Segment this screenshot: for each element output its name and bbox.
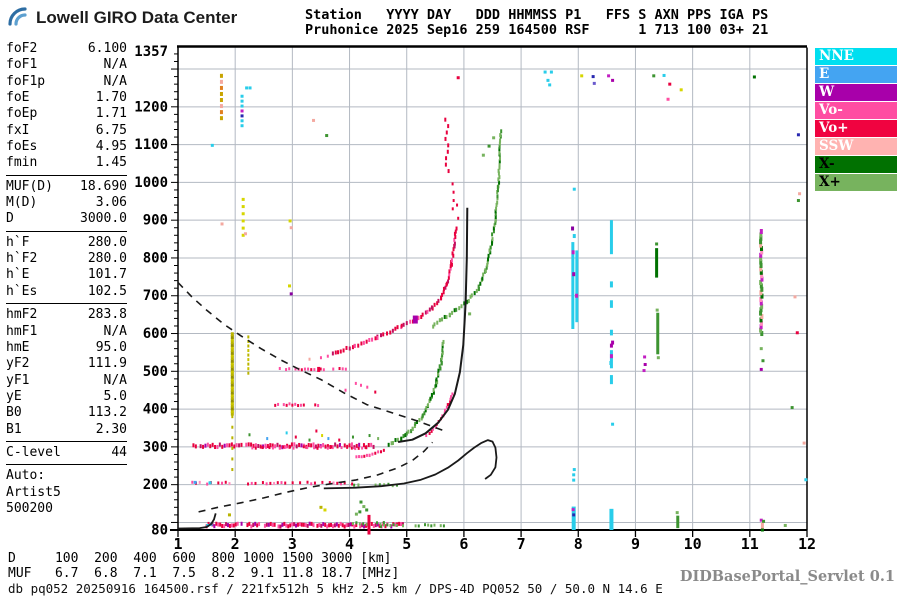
panel-divider <box>6 230 127 232</box>
legend-item-vominus: Vo- <box>815 102 897 119</box>
svg-text:5: 5 <box>402 535 411 553</box>
svg-text:1: 1 <box>173 535 182 553</box>
svg-text:200: 200 <box>143 477 168 493</box>
svg-text:11: 11 <box>741 535 759 553</box>
param-row-yf1: yF1 N/A <box>6 372 127 388</box>
param-row-fxi: fxI 6.75 <box>6 122 127 138</box>
model-F-trace-bottom <box>323 439 498 490</box>
param-row-clevel: C-level 44 <box>6 444 127 460</box>
model-F-asymptote-foF2 <box>397 207 469 443</box>
svg-text:300: 300 <box>143 439 168 455</box>
param-row-hme: hmE 95.0 <box>6 339 127 355</box>
param-row-b1: B1 2.30 <box>6 421 127 437</box>
svg-text:400: 400 <box>143 402 168 418</box>
svg-text:1000: 1000 <box>134 175 168 191</box>
param-row-hf2: h`F2 280.0 <box>6 251 127 267</box>
panel-divider <box>6 464 127 466</box>
param-row-b0: B0 113.2 <box>6 405 127 421</box>
legend-item-xplus: X+ <box>815 174 897 191</box>
param-row-hf: h`F 280.0 <box>6 234 127 250</box>
param-row-foes: foEs 4.95 <box>6 139 127 155</box>
svg-text:600: 600 <box>143 326 168 342</box>
param-row-d: D 3000.0 <box>6 211 127 227</box>
legend-item-ssw: SSW <box>815 138 897 155</box>
giro-wave-icon <box>6 4 34 32</box>
param-row-fof2: foF2 6.100 <box>6 41 127 56</box>
panel-divider <box>6 440 127 442</box>
legend-item-w: W <box>815 84 897 101</box>
param-row-foep: foEp 1.71 <box>6 106 127 122</box>
svg-text:6: 6 <box>459 535 468 553</box>
giro-logo[interactable]: Lowell GIRO Data Center <box>6 4 237 32</box>
svg-text:700: 700 <box>143 288 168 304</box>
svg-text:1100: 1100 <box>134 137 168 153</box>
param-row-hes: h`Es 102.5 <box>6 283 127 299</box>
muf-table: D 100 200 400 600 800 1000 1500 3000 [km… <box>8 551 400 581</box>
svg-text:9: 9 <box>631 535 640 553</box>
model-E-trace <box>177 513 217 530</box>
svg-text:1357: 1357 <box>134 44 168 60</box>
panel-divider <box>6 174 127 176</box>
param-row-mufd: MUF(D) 18.690 <box>6 178 127 194</box>
autoscaling-info: 500200 <box>6 501 53 517</box>
svg-text:80: 80 <box>151 523 168 539</box>
transmission-curve-lower <box>198 441 434 513</box>
svg-text:7: 7 <box>517 535 526 553</box>
station-header: Station YYYY DAY DDD HHMMSS P1 FFS S AXN… <box>305 8 768 38</box>
servlet-version: DIDBasePortal_Servlet 0.1 <box>679 568 895 585</box>
svg-text:10: 10 <box>684 535 702 553</box>
param-row-fmin: fmin 1.45 <box>6 155 127 171</box>
legend-item-xminus: X- <box>815 156 897 173</box>
param-row-foe: foE 1.70 <box>6 90 127 106</box>
logo-text: Lowell GIRO Data Center <box>36 8 238 27</box>
status-line: db pq052 20250916 164500.rsf / 221fx512h… <box>8 581 663 596</box>
param-row-ye: yE 5.0 <box>6 388 127 404</box>
svg-text:8: 8 <box>574 535 583 553</box>
transmission-curve-upper <box>177 281 446 433</box>
autoscaling-info: Artist5 <box>6 484 61 500</box>
svg-text:3: 3 <box>288 535 297 553</box>
svg-text:900: 900 <box>143 213 168 229</box>
param-row-fof1: foF1 N/A <box>6 57 127 73</box>
param-row-hmf2: hmF2 283.8 <box>6 307 127 323</box>
svg-text:4: 4 <box>345 535 354 553</box>
svg-text:800: 800 <box>143 250 168 266</box>
legend-item-voplus: Vo+ <box>815 120 897 137</box>
autoscaling-info: Auto: <box>6 468 46 484</box>
svg-text:500: 500 <box>143 364 168 380</box>
param-row-yf2: yF2 111.9 <box>6 356 127 372</box>
muf-table-muf-row: MUF 6.7 6.8 7.1 7.5 8.2 9.1 11.8 18.7 [M… <box>8 565 400 581</box>
legend-item-e: E <box>815 66 897 83</box>
param-row-md: M(D) 3.06 <box>6 195 127 211</box>
legend-item-nne: NNE <box>815 48 897 65</box>
panel-divider <box>6 303 127 305</box>
param-row-hmf1: hmF1 N/A <box>6 323 127 339</box>
scaled-parameters-panel: foF2 6.100 foF1 N/A foF1p N/A foE 1.70 foEp 1.71 f… <box>6 41 127 518</box>
svg-text:2: 2 <box>231 535 240 553</box>
param-row-fof1p: foF1p N/A <box>6 73 127 89</box>
station-header-line1: Station YYYY DAY DDD HHMMSS P1 FFS S AXN… <box>305 7 769 23</box>
param-row-he: h`E 101.7 <box>6 267 127 283</box>
station-header-line2: Pruhonice 2025 Sep16 259 164500 RSF 1 71… <box>305 22 769 38</box>
svg-text:1200: 1200 <box>134 99 168 115</box>
muf-table-d-row: D 100 200 400 600 800 1000 1500 3000 [km… <box>8 551 392 566</box>
direction-legend: NNE E W Vo- Vo+ SSW X- X+ <box>815 48 897 192</box>
svg-text:12: 12 <box>798 535 816 553</box>
